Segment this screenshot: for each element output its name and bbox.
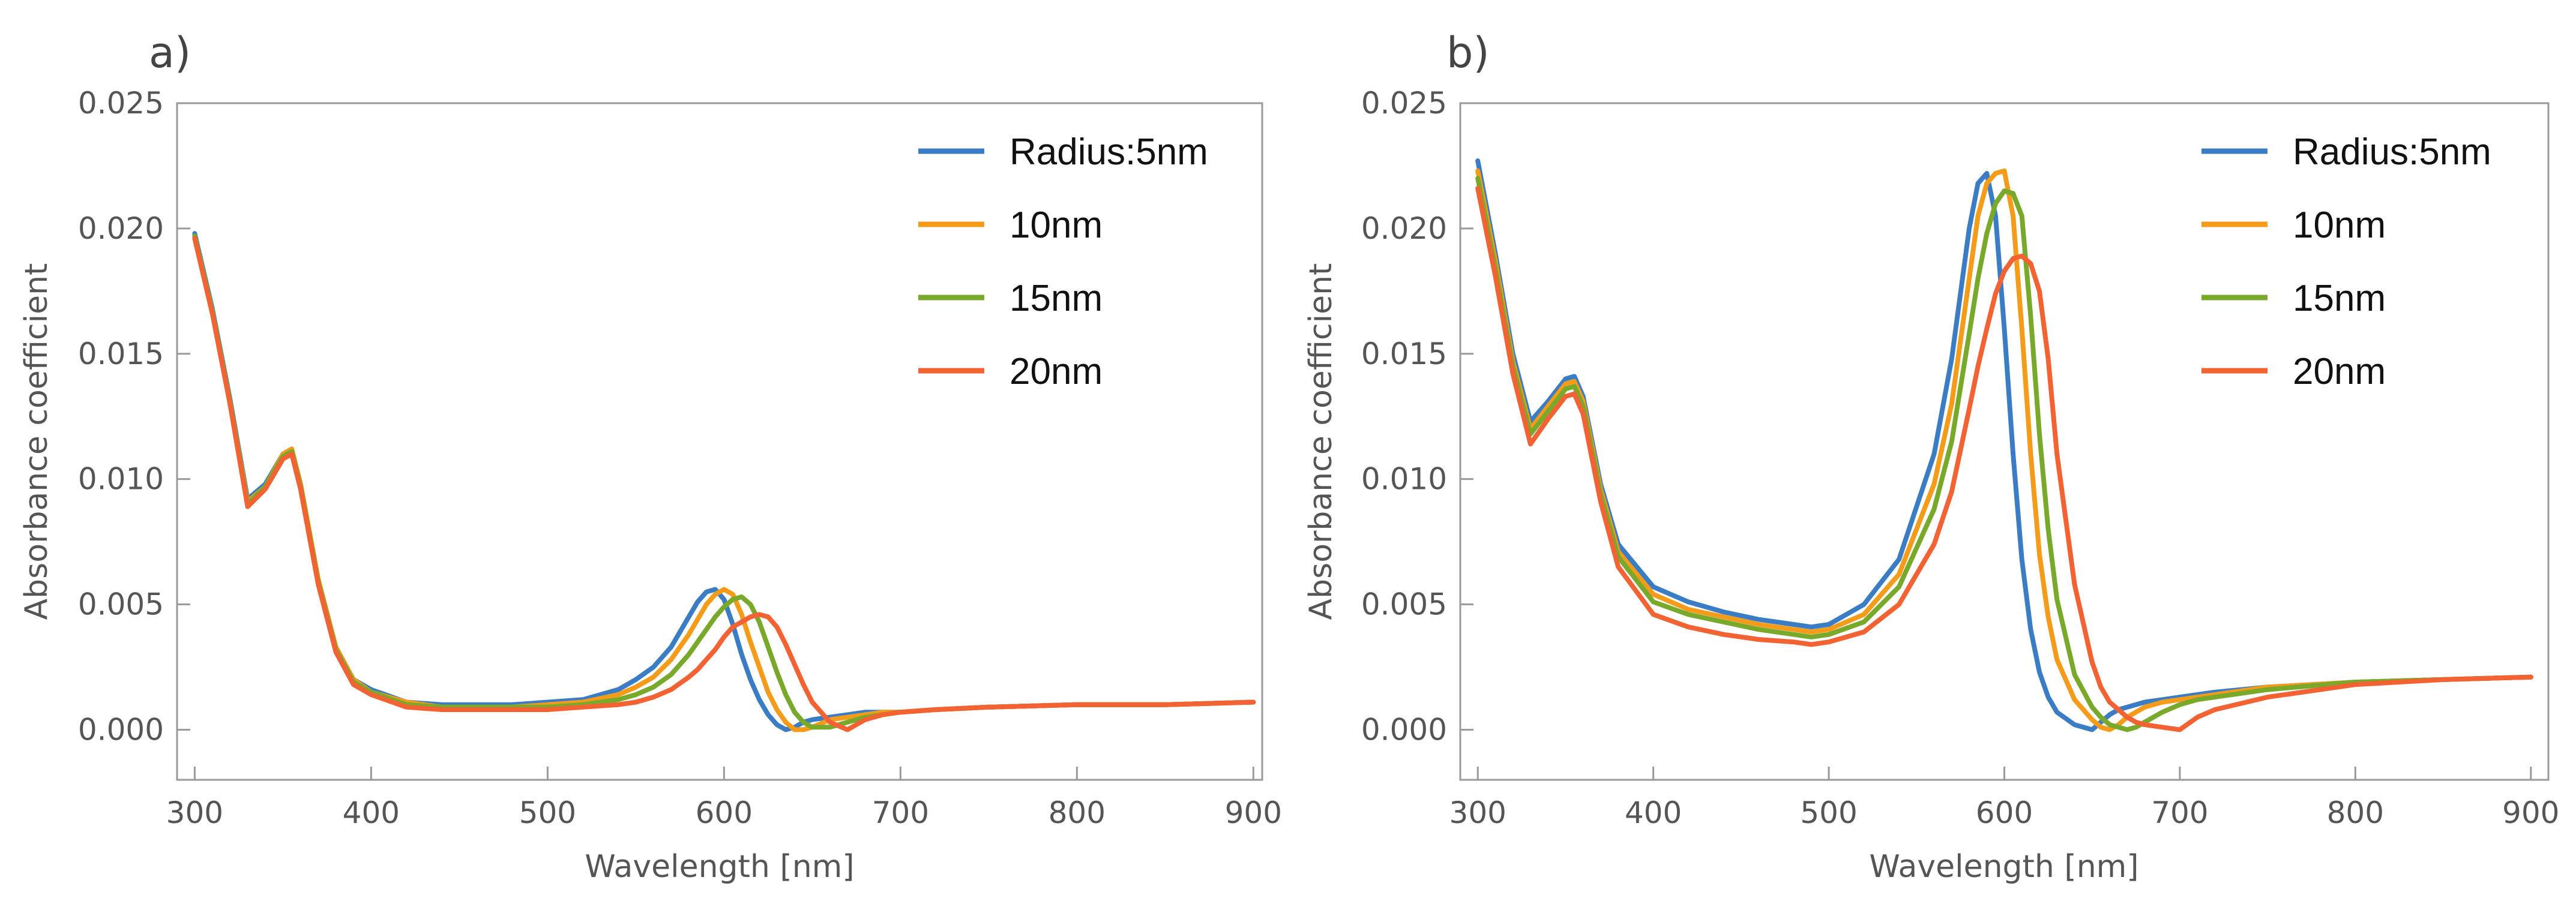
series-line-4 [192,236,1256,732]
legend-label: 15nm [2293,278,2386,319]
panel-a-label: a) [149,28,191,77]
y-tick-label: 0.005 [78,587,164,622]
panel-a-y-ticks: 0.000 0.005 0.010 0.015 0.020 0.025 [78,86,190,747]
panel-a-x-ticks: 300 400 500 600 700 800 900 [166,767,1282,830]
panel-a: a) 0.000 0.005 0.010 0.015 0.020 0.025 300 400… [19,28,1282,885]
panel-b-x-axis-label: Wavelength [nm] [1869,849,2138,885]
x-tick-label: 900 [2502,795,2559,830]
panel-b-y-ticks: 0.000 0.005 0.010 0.015 0.020 0.025 [1361,86,1473,747]
x-tick-label: 400 [343,795,400,830]
y-tick-label: 0.010 [1361,462,1447,497]
panel-b-series [1475,158,2533,732]
legend-label: 10nm [2293,205,2386,246]
y-tick-label: 0.025 [78,86,164,121]
series-line-3 [1475,176,2533,732]
panel-a-plot-frame [176,102,1263,781]
x-tick-label: 300 [166,795,223,830]
legend-label: 20nm [1010,351,1103,392]
y-tick-label: 0.020 [1361,211,1447,246]
panel-b-label: b) [1446,28,1490,77]
legend-label: Radius:5nm [1010,131,1208,173]
legend-label: 20nm [2293,351,2386,392]
x-tick-label: 500 [1800,795,1857,830]
legend-label: Radius:5nm [2293,131,2491,173]
y-tick-label: 0.015 [1361,337,1447,371]
series-line-1 [1475,158,2533,732]
x-tick-label: 500 [519,795,576,830]
panel-b-x-ticks: 300 400 500 600 700 800 900 [1449,767,2559,830]
panel-b-y-axis-label: Absorbance coefficient [1303,263,1339,620]
y-tick-label: 0.000 [1361,712,1447,747]
panel-a-legend: Radius:5nm 10nm 15nm 20nm [918,131,1208,392]
legend-label: 15nm [1010,278,1103,319]
x-tick-label: 900 [1225,795,1282,830]
series-line-4 [1475,186,2533,732]
y-tick-label: 0.025 [1361,86,1447,121]
x-tick-label: 600 [1976,795,2033,830]
legend-label: 10nm [1010,205,1103,246]
panel-a-x-axis-label: Wavelength [nm] [585,849,854,885]
y-tick-label: 0.005 [1361,587,1447,622]
panel-b-legend: Radius:5nm 10nm 15nm 20nm [2201,131,2491,392]
y-tick-label: 0.000 [78,712,164,747]
panel-b: b) 0.000 0.005 0.010 0.015 0.020 0.025 300 400… [1303,28,2559,885]
panel-a-y-axis-label: Absorbance coefficient [19,263,55,620]
x-tick-label: 800 [1049,795,1106,830]
x-tick-label: 700 [872,795,929,830]
y-tick-label: 0.010 [78,462,164,497]
panel-a-series [192,231,1256,732]
x-tick-label: 300 [1449,795,1506,830]
x-tick-label: 600 [696,795,753,830]
y-tick-label: 0.020 [78,211,164,246]
x-tick-label: 400 [1625,795,1682,830]
series-line-2 [1475,168,2533,732]
x-tick-label: 700 [2151,795,2208,830]
y-tick-label: 0.015 [78,337,164,371]
x-tick-label: 800 [2327,795,2384,830]
